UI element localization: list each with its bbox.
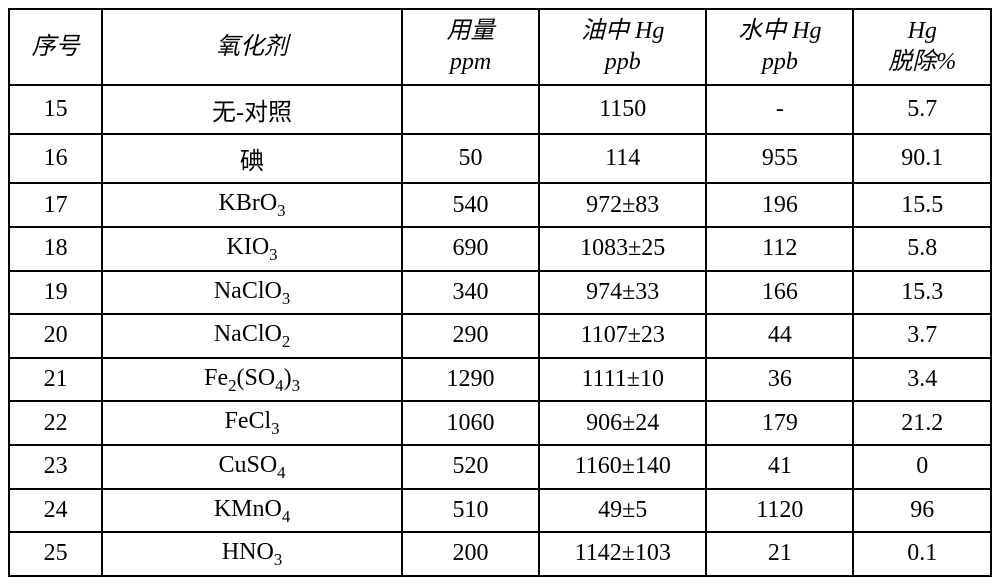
table-body: 15无-对照1150-5.716碘5011495590.117KBrO35409…: [9, 85, 991, 575]
cell-oxidizer: FeCl3: [102, 401, 402, 445]
table-row: 22FeCl31060906±2417921.2: [9, 401, 991, 445]
table-row: 20NaClO22901107±23443.7: [9, 314, 991, 358]
table-row: 23CuSO45201160±140410: [9, 445, 991, 489]
cell-oxidizer: 碘: [102, 134, 402, 183]
cell-removal: 5.8: [853, 227, 991, 271]
cell-dose: 50: [402, 134, 539, 183]
cell-removal: 96: [853, 489, 991, 533]
header-text: 用量: [407, 16, 534, 47]
table-row: 16碘5011495590.1: [9, 134, 991, 183]
table-row: 24KMnO451049±5112096: [9, 489, 991, 533]
cell-seq: 23: [9, 445, 102, 489]
cell-oil-hg: 972±83: [539, 183, 706, 227]
cell-removal: 90.1: [853, 134, 991, 183]
cell-oil-hg: 49±5: [539, 489, 706, 533]
cell-dose: 690: [402, 227, 539, 271]
cell-seq: 17: [9, 183, 102, 227]
col-header-water-hg: 水中 Hg ppb: [706, 9, 853, 85]
data-table-container: 序号 氧化剂 用量 ppm 油中 Hg ppb 水中 Hg ppb: [8, 8, 992, 577]
cell-oil-hg: 1107±23: [539, 314, 706, 358]
cell-seq: 21: [9, 358, 102, 402]
cell-oxidizer: HNO3: [102, 532, 402, 576]
cell-water-hg: 36: [706, 358, 853, 402]
table-row: 15无-对照 1150-5.7: [9, 85, 991, 134]
cell-oxidizer: CuSO4: [102, 445, 402, 489]
cell-dose: [402, 85, 539, 134]
table-head: 序号 氧化剂 用量 ppm 油中 Hg ppb 水中 Hg ppb: [9, 9, 991, 85]
cell-water-hg: 179: [706, 401, 853, 445]
cell-seq: 15: [9, 85, 102, 134]
cell-seq: 22: [9, 401, 102, 445]
cell-water-hg: 21: [706, 532, 853, 576]
cell-water-hg: 166: [706, 271, 853, 315]
header-text: 序号: [14, 32, 97, 63]
header-text: 水中 Hg: [711, 16, 848, 47]
cell-removal: 0: [853, 445, 991, 489]
cell-dose: 340: [402, 271, 539, 315]
cell-water-hg: 955: [706, 134, 853, 183]
cell-seq: 16: [9, 134, 102, 183]
col-header-seq: 序号: [9, 9, 102, 85]
cell-dose: 1060: [402, 401, 539, 445]
cell-seq: 20: [9, 314, 102, 358]
cell-seq: 25: [9, 532, 102, 576]
cell-dose: 1290: [402, 358, 539, 402]
cell-seq: 18: [9, 227, 102, 271]
cell-dose: 200: [402, 532, 539, 576]
cell-removal: 3.4: [853, 358, 991, 402]
cell-oil-hg: 974±33: [539, 271, 706, 315]
header-text: Hg: [858, 16, 986, 47]
cell-oxidizer: 无-对照: [102, 85, 402, 134]
cell-oxidizer: NaClO3: [102, 271, 402, 315]
table-row: 21Fe2(SO4)312901111±10363.4: [9, 358, 991, 402]
cell-oil-hg: 1083±25: [539, 227, 706, 271]
cell-oil-hg: 1150: [539, 85, 706, 134]
cell-oil-hg: 114: [539, 134, 706, 183]
cell-dose: 540: [402, 183, 539, 227]
header-unit: ppb: [544, 47, 701, 78]
cell-water-hg: 41: [706, 445, 853, 489]
col-header-removal: Hg 脱除%: [853, 9, 991, 85]
cell-water-hg: 1120: [706, 489, 853, 533]
col-header-oxidizer: 氧化剂: [102, 9, 402, 85]
cell-water-hg: 112: [706, 227, 853, 271]
oxidizer-table: 序号 氧化剂 用量 ppm 油中 Hg ppb 水中 Hg ppb: [8, 8, 992, 577]
cell-oil-hg: 1160±140: [539, 445, 706, 489]
cell-dose: 520: [402, 445, 539, 489]
col-header-dose: 用量 ppm: [402, 9, 539, 85]
cell-oxidizer: Fe2(SO4)3: [102, 358, 402, 402]
table-row: 25HNO32001142±103210.1: [9, 532, 991, 576]
header-unit: ppb: [711, 47, 848, 78]
cell-dose: 290: [402, 314, 539, 358]
header-unit: 脱除%: [858, 47, 986, 78]
cell-removal: 21.2: [853, 401, 991, 445]
cell-oxidizer: NaClO2: [102, 314, 402, 358]
cell-oil-hg: 906±24: [539, 401, 706, 445]
table-row: 19NaClO3340974±3316615.3: [9, 271, 991, 315]
table-row: 18KIO36901083±251125.8: [9, 227, 991, 271]
cell-dose: 510: [402, 489, 539, 533]
cell-oil-hg: 1111±10: [539, 358, 706, 402]
cell-seq: 24: [9, 489, 102, 533]
cell-removal: 15.3: [853, 271, 991, 315]
header-row: 序号 氧化剂 用量 ppm 油中 Hg ppb 水中 Hg ppb: [9, 9, 991, 85]
table-row: 17KBrO3540972±8319615.5: [9, 183, 991, 227]
header-unit: ppm: [407, 47, 534, 78]
cell-seq: 19: [9, 271, 102, 315]
cell-water-hg: 196: [706, 183, 853, 227]
header-text: 氧化剂: [107, 32, 397, 63]
cell-removal: 0.1: [853, 532, 991, 576]
cell-oxidizer: KMnO4: [102, 489, 402, 533]
cell-oil-hg: 1142±103: [539, 532, 706, 576]
cell-oxidizer: KBrO3: [102, 183, 402, 227]
cell-water-hg: 44: [706, 314, 853, 358]
cell-oxidizer: KIO3: [102, 227, 402, 271]
cell-water-hg: -: [706, 85, 853, 134]
cell-removal: 3.7: [853, 314, 991, 358]
col-header-oil-hg: 油中 Hg ppb: [539, 9, 706, 85]
cell-removal: 15.5: [853, 183, 991, 227]
cell-removal: 5.7: [853, 85, 991, 134]
header-text: 油中 Hg: [544, 16, 701, 47]
